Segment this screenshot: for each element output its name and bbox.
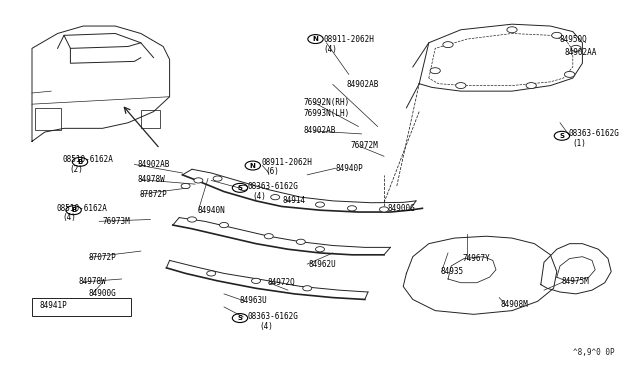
Circle shape bbox=[571, 45, 581, 51]
Text: 87872P: 87872P bbox=[140, 190, 167, 199]
Circle shape bbox=[213, 176, 222, 181]
Text: S: S bbox=[559, 133, 564, 139]
Circle shape bbox=[194, 178, 203, 183]
Text: 76993N(LH): 76993N(LH) bbox=[304, 109, 350, 118]
Text: 84978W: 84978W bbox=[138, 175, 165, 184]
Text: 08510-6162A: 08510-6162A bbox=[56, 204, 107, 213]
Text: 84972Q: 84972Q bbox=[268, 278, 295, 287]
Text: 84975M: 84975M bbox=[562, 278, 589, 286]
Text: N: N bbox=[312, 36, 319, 42]
Text: S: S bbox=[237, 185, 243, 191]
Circle shape bbox=[188, 217, 196, 222]
Text: 08510-6162A: 08510-6162A bbox=[63, 155, 113, 164]
Circle shape bbox=[526, 83, 536, 89]
Text: B: B bbox=[71, 207, 76, 213]
Text: 08363-6162G: 08363-6162G bbox=[248, 312, 298, 321]
Circle shape bbox=[252, 278, 260, 283]
Text: 08363-6162G: 08363-6162G bbox=[248, 182, 298, 191]
Text: 84962U: 84962U bbox=[308, 260, 336, 269]
Text: (4): (4) bbox=[323, 45, 337, 54]
Text: 84900G: 84900G bbox=[88, 289, 116, 298]
Text: 87072P: 87072P bbox=[88, 253, 116, 262]
Text: (4): (4) bbox=[253, 192, 267, 201]
Circle shape bbox=[220, 222, 228, 228]
Text: 84900G: 84900G bbox=[387, 204, 415, 213]
Circle shape bbox=[271, 195, 280, 200]
Text: 84978W: 84978W bbox=[78, 278, 106, 286]
Text: S: S bbox=[237, 315, 243, 321]
Text: 76972M: 76972M bbox=[351, 141, 378, 150]
Circle shape bbox=[303, 286, 312, 291]
Text: 08911-2062H: 08911-2062H bbox=[261, 158, 312, 167]
Circle shape bbox=[443, 42, 453, 48]
Circle shape bbox=[507, 27, 517, 33]
Text: 76992N(RH): 76992N(RH) bbox=[304, 98, 350, 107]
Text: (4): (4) bbox=[63, 213, 77, 222]
Bar bbox=[35, 108, 61, 130]
Text: N: N bbox=[250, 163, 256, 169]
Text: (2): (2) bbox=[69, 165, 83, 174]
Text: 84940N: 84940N bbox=[197, 206, 225, 215]
Text: (1): (1) bbox=[573, 139, 587, 148]
Circle shape bbox=[564, 71, 575, 77]
Text: 84914: 84914 bbox=[283, 196, 306, 205]
Text: 84902AB: 84902AB bbox=[304, 126, 337, 135]
Circle shape bbox=[380, 207, 388, 212]
Text: B: B bbox=[77, 159, 83, 165]
Text: 84950Q: 84950Q bbox=[560, 35, 588, 44]
Bar bbox=[141, 110, 160, 128]
Circle shape bbox=[296, 239, 305, 244]
Text: (4): (4) bbox=[259, 322, 273, 331]
Circle shape bbox=[207, 271, 216, 276]
Text: 08911-2062H: 08911-2062H bbox=[323, 35, 374, 44]
Circle shape bbox=[181, 183, 190, 189]
Text: ^8,9^0 0P: ^8,9^0 0P bbox=[573, 348, 614, 357]
Text: 74967Y: 74967Y bbox=[462, 254, 490, 263]
Circle shape bbox=[239, 185, 248, 190]
Circle shape bbox=[348, 206, 356, 211]
Text: 84902AB: 84902AB bbox=[347, 80, 380, 89]
Text: 84940P: 84940P bbox=[336, 164, 364, 173]
Circle shape bbox=[316, 202, 324, 207]
Text: 84963U: 84963U bbox=[240, 296, 268, 305]
Text: 76973M: 76973M bbox=[102, 217, 130, 226]
Text: 84902AB: 84902AB bbox=[138, 160, 170, 169]
Circle shape bbox=[264, 234, 273, 239]
Circle shape bbox=[552, 32, 562, 38]
Circle shape bbox=[430, 68, 440, 74]
Text: 84902AA: 84902AA bbox=[564, 48, 597, 57]
Text: 84935: 84935 bbox=[440, 267, 463, 276]
Circle shape bbox=[316, 247, 324, 252]
Text: 08363-6162G: 08363-6162G bbox=[568, 129, 619, 138]
Text: 84941P: 84941P bbox=[40, 301, 67, 310]
Circle shape bbox=[456, 83, 466, 89]
Text: 84908M: 84908M bbox=[500, 300, 528, 309]
Text: (6): (6) bbox=[266, 167, 280, 176]
